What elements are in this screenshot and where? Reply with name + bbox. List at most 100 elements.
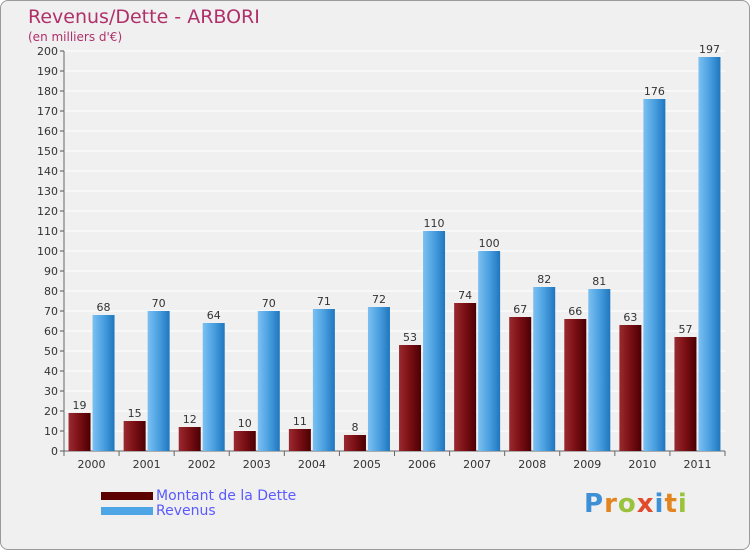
bar-revenus bbox=[533, 287, 556, 451]
y-tick-label: 80 bbox=[44, 285, 58, 298]
y-tick-label: 190 bbox=[37, 65, 58, 78]
bar-dette bbox=[343, 435, 366, 451]
bar-revenus bbox=[643, 99, 666, 451]
logo-letter: o bbox=[617, 489, 637, 519]
data-label-revenus: 64 bbox=[207, 309, 221, 322]
y-tick-label: 140 bbox=[37, 165, 58, 178]
x-tick-label: 2000 bbox=[78, 458, 106, 471]
data-label-dette: 63 bbox=[623, 311, 637, 324]
x-tick-label: 2005 bbox=[353, 458, 381, 471]
y-tick-label: 70 bbox=[44, 305, 58, 318]
legend-swatch-revenus bbox=[101, 507, 153, 515]
bar-dette bbox=[68, 413, 91, 451]
y-tick-label: 110 bbox=[37, 225, 58, 238]
legend-label-revenus: Revenus bbox=[156, 503, 216, 519]
y-tick-label: 10 bbox=[44, 425, 58, 438]
data-label-revenus: 100 bbox=[479, 237, 500, 250]
data-label-dette: 74 bbox=[458, 289, 472, 302]
x-tick-label: 2010 bbox=[628, 458, 656, 471]
axis-layer: 0 10 20 30 40 50 60 70 80 90 100 110 120 130 140 150 160… bbox=[37, 45, 726, 458]
data-label-dette: 67 bbox=[513, 303, 527, 316]
data-label-dette: 12 bbox=[183, 413, 197, 426]
bar-revenus bbox=[312, 309, 335, 451]
y-tick-label: 120 bbox=[37, 205, 58, 218]
bar-revenus bbox=[147, 311, 170, 451]
bar-revenus bbox=[588, 289, 611, 451]
x-tick-label: 2003 bbox=[243, 458, 271, 471]
bar-revenus bbox=[423, 231, 446, 451]
data-label-revenus: 71 bbox=[317, 295, 331, 308]
x-tick-label: 2007 bbox=[463, 458, 491, 471]
x-tick-label: 2006 bbox=[408, 458, 436, 471]
y-tick-label: 20 bbox=[44, 405, 58, 418]
y-tick-label: 40 bbox=[44, 365, 58, 378]
data-label-dette: 57 bbox=[678, 323, 692, 336]
data-label-revenus: 82 bbox=[537, 273, 551, 286]
logo-letter: i bbox=[677, 489, 688, 519]
x-tick-label: 2001 bbox=[133, 458, 161, 471]
bar-revenus bbox=[257, 311, 280, 451]
data-label-revenus: 70 bbox=[262, 297, 276, 310]
x-tick-label: 2008 bbox=[518, 458, 546, 471]
chart-title: Revenus/Dette - ARBORI bbox=[28, 6, 260, 28]
data-label-revenus: 197 bbox=[699, 43, 720, 56]
data-label-revenus: 70 bbox=[152, 297, 166, 310]
bar-dette bbox=[619, 325, 642, 451]
legend-swatch-dette bbox=[101, 492, 153, 500]
y-tick-label: 100 bbox=[37, 245, 58, 258]
y-tick-label: 0 bbox=[51, 445, 58, 458]
logo-letter: i bbox=[654, 489, 665, 519]
y-tick-label: 200 bbox=[37, 45, 58, 58]
y-tick-label: 160 bbox=[37, 125, 58, 138]
bar-revenus bbox=[478, 251, 501, 451]
bar-dette bbox=[509, 317, 532, 451]
bar-dette bbox=[399, 345, 422, 451]
bar-dette bbox=[123, 421, 146, 451]
data-label-revenus: 72 bbox=[372, 293, 386, 306]
x-tick-label: 2002 bbox=[188, 458, 216, 471]
x-tick-label: 2004 bbox=[298, 458, 326, 471]
logo-letter: t bbox=[664, 489, 678, 519]
y-tick-label: 60 bbox=[44, 325, 58, 338]
data-label-dette: 66 bbox=[568, 305, 582, 318]
bar-dette bbox=[288, 429, 311, 451]
x-tick-label: 2011 bbox=[683, 458, 711, 471]
data-label-dette: 10 bbox=[238, 417, 252, 430]
labels-layer: 2000 19 68 2001 15 70 2002 12 64 2003 10 70 2004 11 71… bbox=[73, 43, 720, 471]
grid-layer bbox=[64, 50, 725, 432]
data-label-dette: 8 bbox=[351, 421, 358, 434]
data-label-revenus: 110 bbox=[424, 217, 445, 230]
bar-dette bbox=[178, 427, 201, 451]
data-label-revenus: 176 bbox=[644, 85, 665, 98]
data-label-revenus: 81 bbox=[592, 275, 606, 288]
bar-revenus bbox=[698, 57, 721, 451]
y-tick-label: 50 bbox=[44, 345, 58, 358]
chart-subtitle: (en milliers d'€) bbox=[28, 30, 123, 44]
legend-label-dette: Montant de la Dette bbox=[156, 488, 297, 504]
data-label-revenus: 68 bbox=[97, 301, 111, 314]
y-tick-label: 30 bbox=[44, 385, 58, 398]
y-tick-label: 180 bbox=[37, 85, 58, 98]
data-label-dette: 11 bbox=[293, 415, 307, 428]
bars-layer bbox=[68, 57, 721, 451]
y-tick-label: 150 bbox=[37, 145, 58, 158]
data-label-dette: 15 bbox=[128, 407, 142, 420]
bar-revenus bbox=[92, 315, 115, 451]
x-tick-label: 2009 bbox=[573, 458, 601, 471]
bar-revenus bbox=[202, 323, 225, 451]
proxiti-logo: Proxiti bbox=[584, 489, 688, 519]
logo-letter: x bbox=[636, 489, 655, 519]
bar-dette bbox=[233, 431, 256, 451]
y-tick-label: 90 bbox=[44, 265, 58, 278]
logo-letter: r bbox=[604, 489, 618, 519]
bar-dette bbox=[454, 303, 477, 451]
bar-revenus bbox=[367, 307, 390, 451]
data-label-dette: 19 bbox=[73, 399, 87, 412]
logo-letter: P bbox=[584, 489, 605, 519]
y-tick-label: 170 bbox=[37, 105, 58, 118]
bar-dette bbox=[564, 319, 587, 451]
bar-dette bbox=[674, 337, 697, 451]
y-tick-label: 130 bbox=[37, 185, 58, 198]
